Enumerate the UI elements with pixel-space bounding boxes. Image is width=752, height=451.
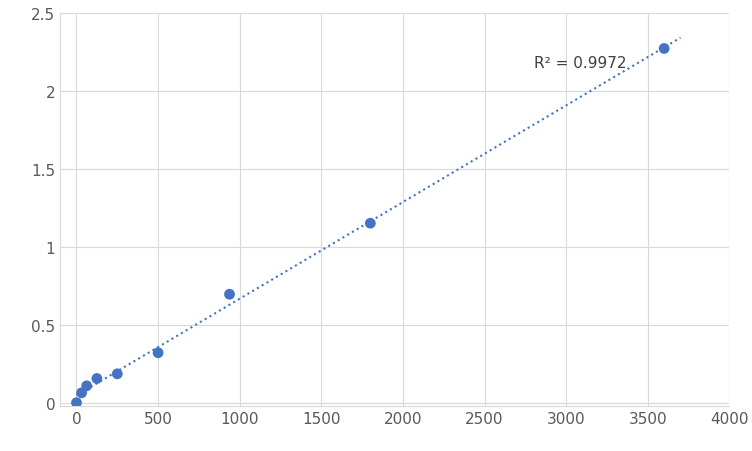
- Point: [91, 375, 103, 382]
- Point: [75, 389, 87, 396]
- Point: [111, 370, 123, 377]
- Point: [658, 46, 670, 53]
- Point: [152, 350, 164, 357]
- Text: R² = 0.9972: R² = 0.9972: [534, 56, 626, 71]
- Point: [364, 220, 376, 227]
- Point: [80, 382, 92, 390]
- Point: [223, 291, 235, 298]
- Point: [71, 399, 83, 406]
